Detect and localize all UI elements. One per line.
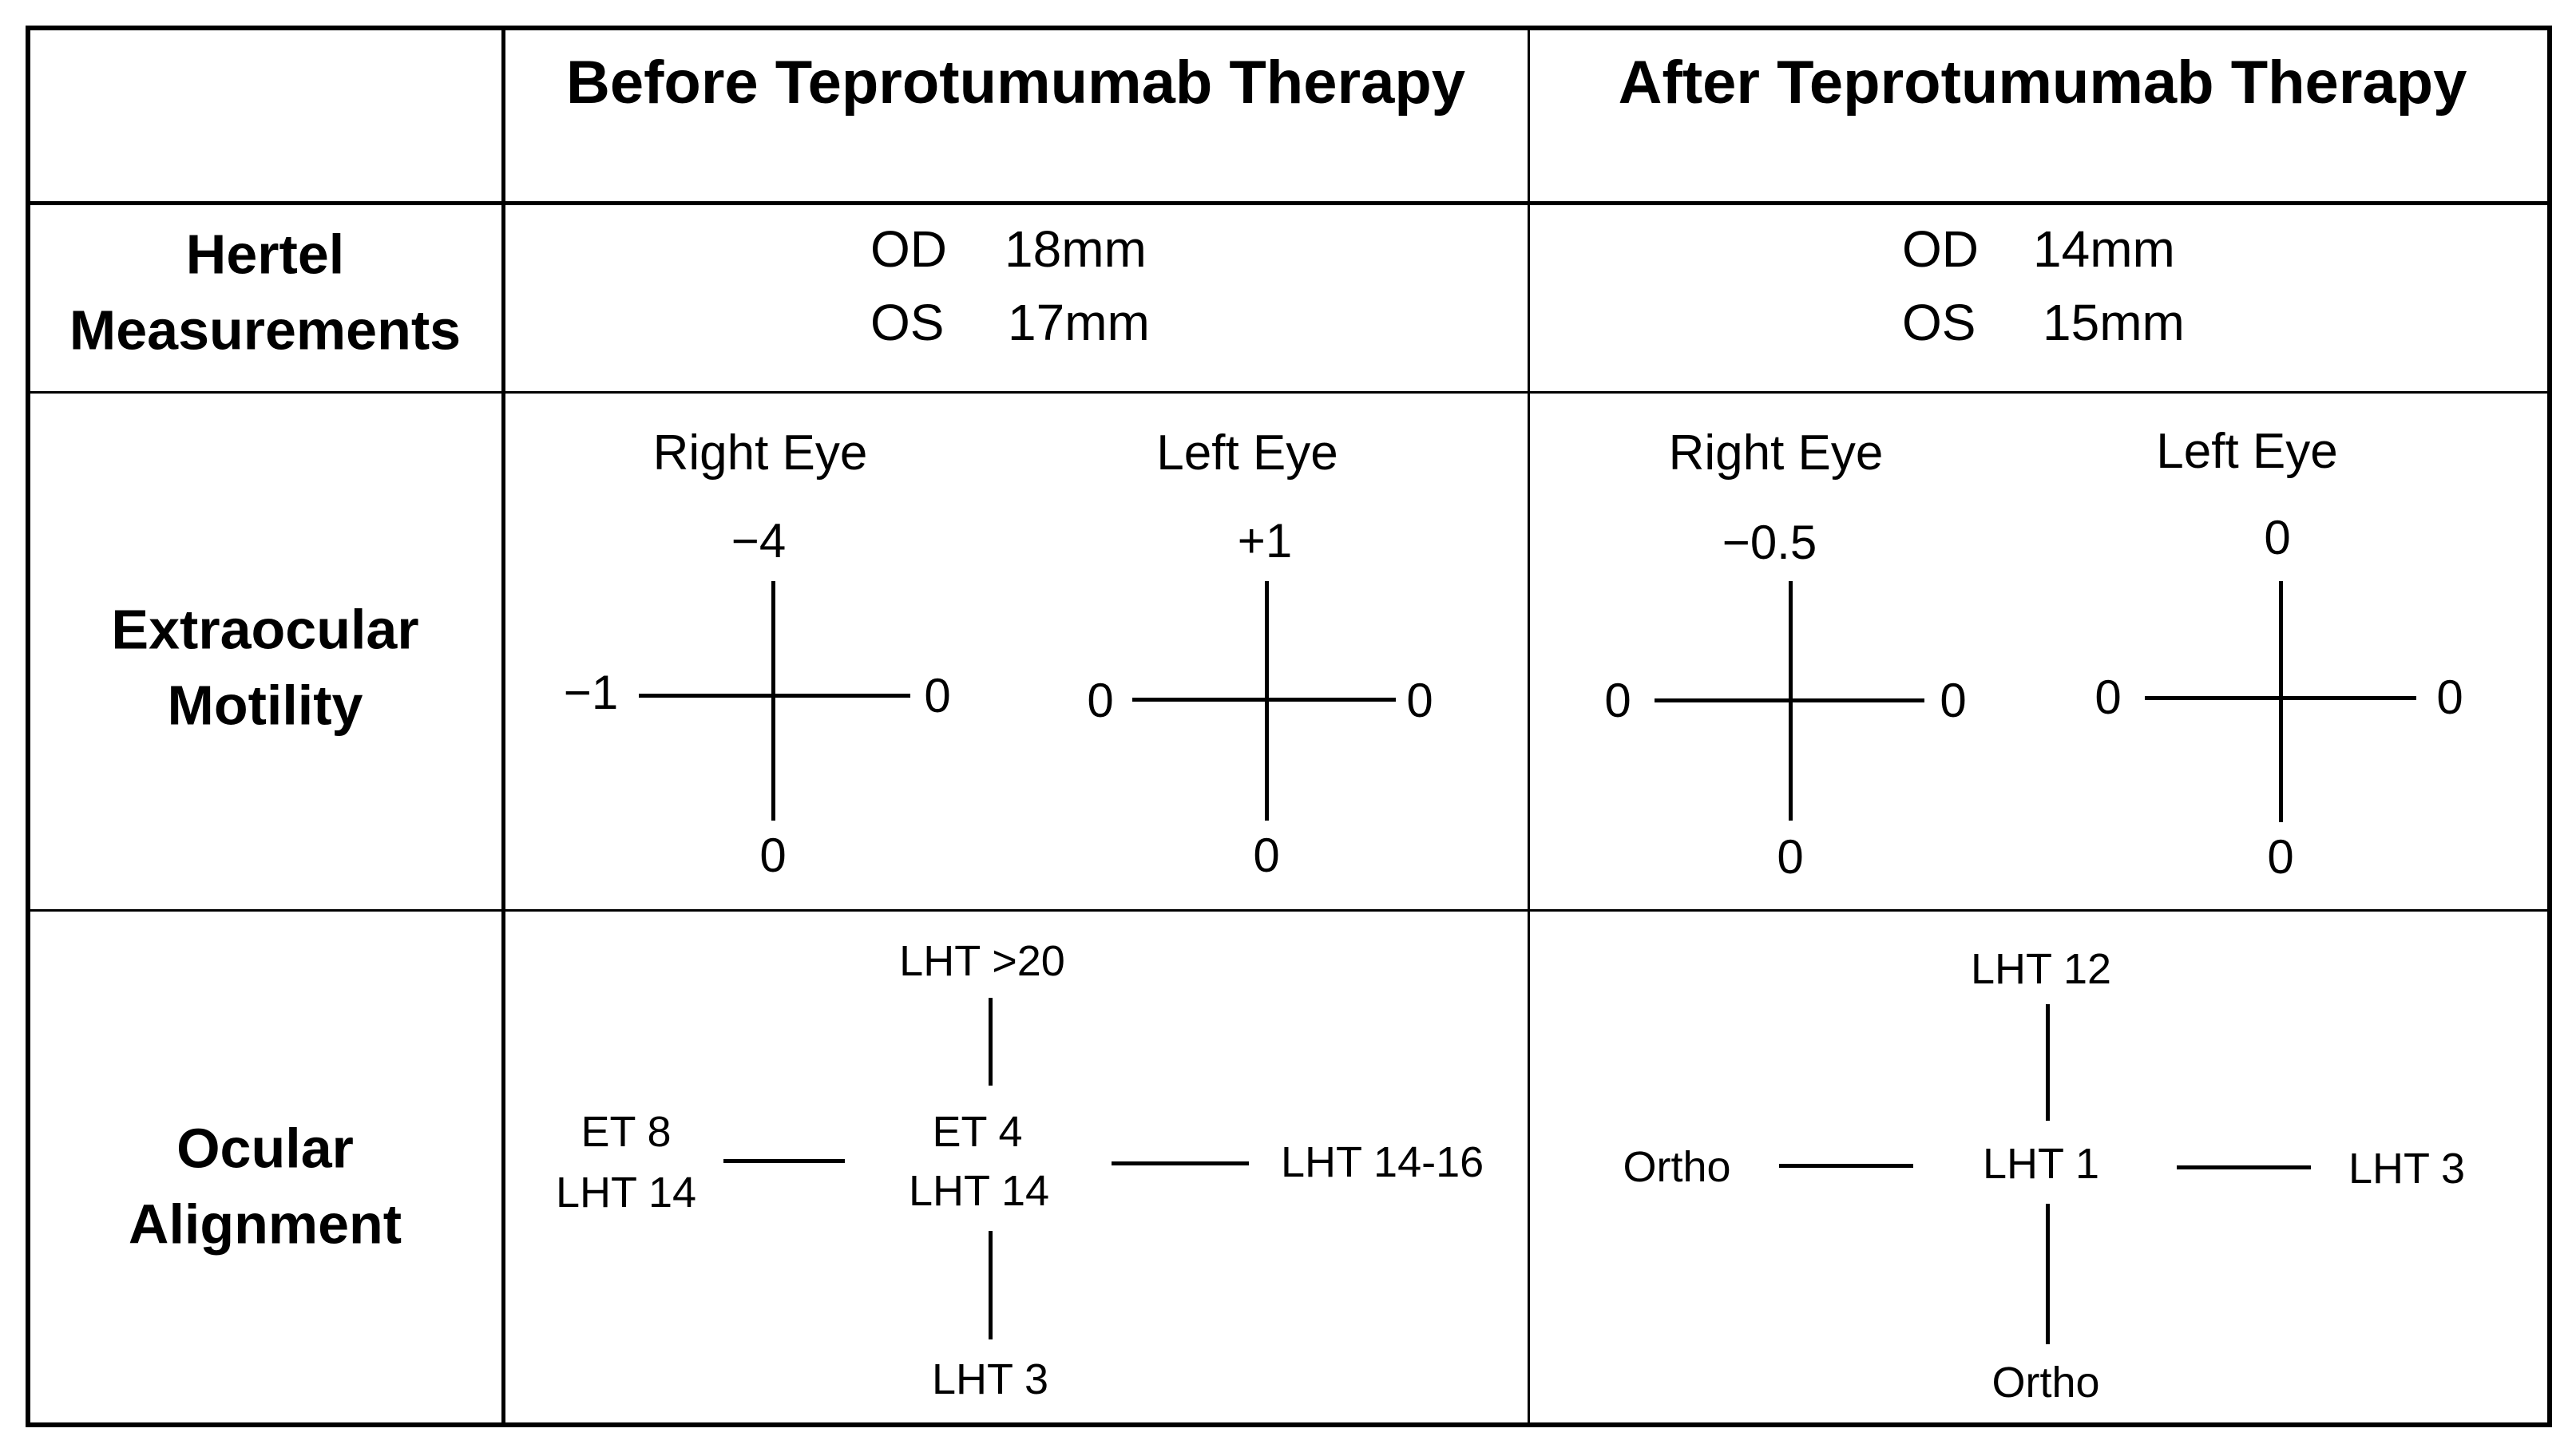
row-label-hertel: Hertel Measurements (69, 217, 461, 368)
motility-before-left-title: Left Eye (1156, 425, 1338, 481)
motility-before-left-left: 0 (1087, 674, 1114, 727)
motility-before-left-horizontal-axis (1132, 698, 1396, 702)
row-label-hertel-line2: Measurements (69, 299, 462, 361)
row-label-motility: Extraocular Motility (111, 592, 418, 743)
header-before: Before Teprotumumab Therapy (565, 49, 1466, 117)
motility-before-left-top: +1 (1237, 514, 1293, 568)
row-label-motility-line1: Extraocular (111, 598, 419, 661)
row-divider-header (26, 201, 2552, 205)
alignment-before-left-connector (723, 1159, 845, 1163)
motility-after-right-right: 0 (1940, 674, 1967, 727)
alignment-before-top-connector (989, 998, 993, 1086)
alignment-before-right: LHT 14-16 (1281, 1138, 1484, 1186)
alignment-before-left-line2: LHT 14 (555, 1169, 697, 1217)
motility-after-left-bottom: 0 (2267, 830, 2294, 884)
alignment-after-right: LHT 3 (2348, 1145, 2466, 1193)
hertel-before-os-value: 17mm (1008, 294, 1150, 351)
alignment-after-right-connector (2177, 1165, 2311, 1169)
motility-after-left-vertical-axis (2279, 581, 2283, 822)
motility-after-right-bottom: 0 (1777, 830, 1804, 884)
alignment-before-top: LHT >20 (899, 937, 1065, 985)
hertel-before-od-value: 18mm (1005, 220, 1147, 278)
hertel-before-os-label: OS (870, 294, 945, 351)
alignment-before-center-line2: LHT 14 (908, 1167, 1050, 1215)
motility-before-left-right: 0 (1406, 674, 1433, 727)
motility-after-left-title: Left Eye (2156, 424, 2338, 479)
motility-before-left-bottom: 0 (1253, 829, 1280, 882)
row-label-alignment: Ocular Alignment (129, 1111, 402, 1262)
alignment-before-center-line1: ET 4 (932, 1108, 1023, 1156)
motility-before-right-top: −4 (731, 514, 787, 568)
alignment-after-left-connector (1779, 1164, 1913, 1168)
row-label-hertel-line1: Hertel (185, 223, 345, 286)
column-divider-label (501, 26, 505, 1427)
motility-after-right-left: 0 (1604, 674, 1631, 727)
alignment-before-right-connector (1112, 1161, 1249, 1165)
motility-after-right-top: −0.5 (1722, 516, 1817, 569)
alignment-after-top: LHT 12 (1970, 945, 2112, 993)
row-label-motility-line2: Motility (167, 674, 363, 736)
alignment-after-left: Ortho (1623, 1143, 1731, 1191)
motility-after-left-left: 0 (2094, 671, 2122, 724)
motility-before-right-title: Right Eye (652, 425, 868, 481)
motility-after-left-right: 0 (2436, 671, 2463, 724)
row-label-alignment-line2: Alignment (128, 1193, 402, 1255)
alignment-after-center: LHT 1 (1982, 1140, 2100, 1188)
alignment-after-bottom: Ortho (1991, 1359, 2100, 1407)
hertel-after-os-label: OS (1902, 294, 1976, 351)
row-divider-hertel (26, 391, 2552, 394)
motility-after-left-top: 0 (2264, 511, 2291, 564)
motility-before-right-left: −1 (563, 666, 619, 719)
alignment-before-bottom-connector (989, 1231, 993, 1339)
row-divider-motility (26, 909, 2552, 912)
column-divider-before-after (1528, 26, 1530, 1427)
motility-before-right-bottom: 0 (759, 829, 787, 882)
motility-before-left-vertical-axis (1265, 581, 1269, 821)
hertel-after-od-label: OD (1902, 220, 1979, 278)
row-label-alignment-line1: Ocular (176, 1117, 354, 1180)
alignment-before-left-line1: ET 8 (581, 1108, 672, 1156)
alignment-before-bottom: LHT 3 (931, 1355, 1049, 1403)
comparison-table (26, 26, 2552, 1427)
motility-after-right-vertical-axis (1789, 581, 1793, 821)
hertel-after-od-value: 14mm (2033, 220, 2175, 278)
hertel-after-os-value: 15mm (2043, 294, 2185, 351)
alignment-after-bottom-connector (2046, 1204, 2050, 1344)
motility-before-right-vertical-axis (771, 581, 775, 821)
hertel-before-od-label: OD (870, 220, 947, 278)
motility-after-right-title: Right Eye (1668, 425, 1884, 481)
alignment-after-top-connector (2046, 1004, 2050, 1121)
motility-before-right-right: 0 (924, 669, 951, 722)
header-after: After Teprotumumab Therapy (1618, 49, 2467, 117)
